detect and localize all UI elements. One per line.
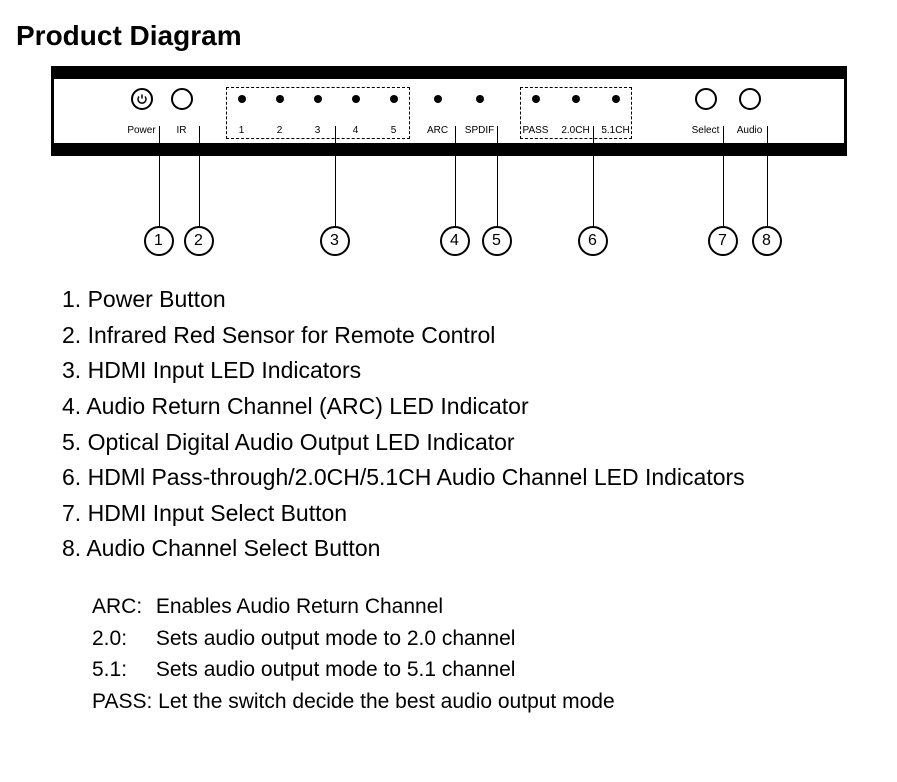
- hdmi-led-1: [238, 95, 246, 103]
- pass-led: [532, 95, 540, 103]
- callout-line-8: [767, 126, 769, 226]
- hdmi-led-3: [314, 95, 322, 103]
- hdmi-led-1-label: 1: [239, 125, 245, 136]
- callout-circle-4: 4: [440, 226, 470, 256]
- legend-item-3: 3. HDMI Input LED Indicators: [62, 353, 881, 389]
- sublegend-list: ARC: Enables Audio Return Channel 2.0: S…: [92, 591, 881, 717]
- callout-line-3: [335, 126, 337, 226]
- diagram-area: Power IR 1 2 3 4 5 ARC SPDIF PASS 2.0C: [31, 66, 867, 256]
- ir-sensor: [171, 88, 193, 110]
- legend-item-4: 4. Audio Return Channel (ARC) LED Indica…: [62, 389, 881, 425]
- legend-item-6: 6. HDMl Pass-through/2.0CH/5.1CH Audio C…: [62, 460, 881, 496]
- hdmi-led-5: [390, 95, 398, 103]
- arc-label: ARC: [427, 125, 448, 136]
- callout-line-6: [593, 126, 595, 226]
- sublegend-arc: ARC: Enables Audio Return Channel: [92, 591, 881, 623]
- select-button: [695, 88, 717, 110]
- select-label: Select: [692, 125, 720, 136]
- power-button: [131, 88, 153, 110]
- callout-circle-8: 8: [752, 226, 782, 256]
- hdmi-led-4: [352, 95, 360, 103]
- callout-circle-1: 1: [144, 226, 174, 256]
- callout-circle-5: 5: [482, 226, 512, 256]
- device-face: Power IR 1 2 3 4 5 ARC SPDIF PASS 2.0C: [54, 79, 844, 143]
- sublegend-pass: PASS: Let the switch decide the best aud…: [92, 686, 881, 718]
- spdif-label: SPDIF: [465, 125, 494, 136]
- arc-led: [434, 95, 442, 103]
- callout-line-7: [723, 126, 725, 226]
- ch51-led: [612, 95, 620, 103]
- legend-list: 1. Power Button 2. Infrared Red Sensor f…: [62, 282, 881, 567]
- legend-item-5: 5. Optical Digital Audio Output LED Indi…: [62, 425, 881, 461]
- power-icon: [131, 88, 153, 110]
- page-title: Product Diagram: [16, 20, 881, 52]
- device-bottom-rail: [54, 143, 844, 153]
- ir-label: IR: [177, 125, 187, 136]
- sublegend-20: 2.0: Sets audio output mode to 2.0 chann…: [92, 623, 881, 655]
- hdmi-led-4-label: 4: [353, 125, 359, 136]
- device-top-rail: [54, 69, 844, 79]
- callout-line-1: [159, 126, 161, 226]
- power-label: Power: [127, 125, 155, 136]
- callout-line-4: [455, 126, 457, 226]
- callout-line-2: [199, 126, 201, 226]
- legend-item-1: 1. Power Button: [62, 282, 881, 318]
- ch20-led: [572, 95, 580, 103]
- pass-label: PASS: [523, 125, 549, 136]
- audio-button: [739, 88, 761, 110]
- sublegend-51: 5.1: Sets audio output mode to 5.1 chann…: [92, 654, 881, 686]
- legend-item-8: 8. Audio Channel Select Button: [62, 531, 881, 567]
- callout-circle-6: 6: [578, 226, 608, 256]
- hdmi-led-2: [276, 95, 284, 103]
- hdmi-led-5-label: 5: [391, 125, 397, 136]
- hdmi-led-2-label: 2: [277, 125, 283, 136]
- legend-item-7: 7. HDMI Input Select Button: [62, 496, 881, 532]
- callout-line-5: [497, 126, 499, 226]
- legend-item-2: 2. Infrared Red Sensor for Remote Contro…: [62, 318, 881, 354]
- callout-circle-2: 2: [184, 226, 214, 256]
- ch20-label: 2.0CH: [561, 125, 589, 136]
- callout-circle-7: 7: [708, 226, 738, 256]
- callout-circle-3: 3: [320, 226, 350, 256]
- device-panel: Power IR 1 2 3 4 5 ARC SPDIF PASS 2.0C: [51, 66, 847, 156]
- spdif-led: [476, 95, 484, 103]
- audio-label: Audio: [737, 125, 763, 136]
- hdmi-led-3-label: 3: [315, 125, 321, 136]
- ch51-label: 5.1CH: [601, 125, 629, 136]
